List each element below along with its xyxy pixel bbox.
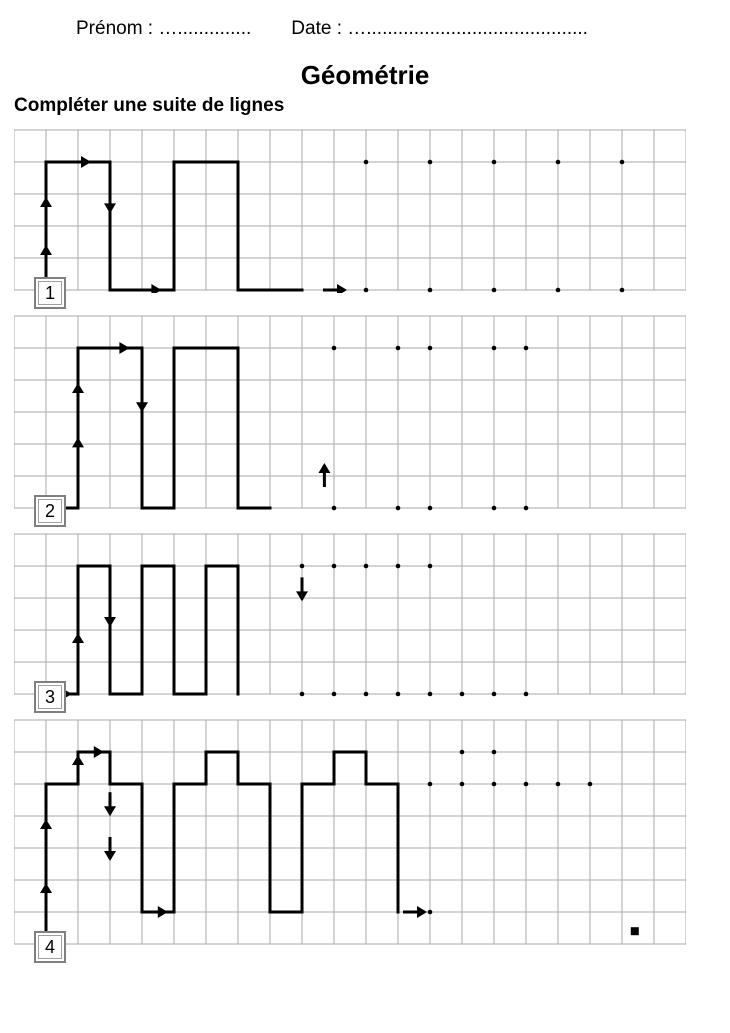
exercise-row: 2: [14, 313, 716, 511]
guide-dot: [332, 692, 337, 697]
direction-arrow-icon: [104, 792, 116, 816]
guide-dot: [428, 346, 433, 351]
exercise-row: 4: [14, 717, 716, 947]
direction-arrow-icon: [72, 633, 84, 657]
end-marker-icon: [631, 927, 639, 935]
exercise-row: 1: [14, 127, 716, 293]
direction-arrow-icon: [144, 906, 168, 918]
exercise-number: 2: [34, 495, 66, 527]
page-subtitle: Compléter une suite de lignes: [14, 95, 716, 117]
guide-dot: [428, 506, 433, 511]
guide-dot: [492, 160, 497, 165]
guide-dot: [556, 782, 561, 787]
guide-dot: [556, 160, 561, 165]
guide-dot: [428, 160, 433, 165]
guide-dot: [300, 692, 305, 697]
direction-arrow-icon: [72, 383, 84, 407]
guide-dot: [492, 346, 497, 351]
guide-dot: [460, 782, 465, 787]
exercise-row: 3: [14, 531, 716, 697]
direction-arrow-icon: [136, 388, 148, 412]
direction-arrow-icon: [72, 755, 84, 779]
guide-dot: [492, 750, 497, 755]
guide-dot: [428, 288, 433, 293]
guide-dot: [524, 346, 529, 351]
exercises-container: 1 2 3 4: [14, 127, 716, 947]
guide-dot: [332, 506, 337, 511]
direction-arrow-icon: [40, 819, 52, 843]
direction-arrow-icon: [40, 883, 52, 907]
exercise-grid: [14, 717, 686, 947]
direction-arrow-icon: [105, 342, 129, 354]
direction-arrow-icon: [67, 156, 91, 168]
guide-dot: [492, 782, 497, 787]
guide-dot: [364, 288, 369, 293]
guide-dot: [428, 910, 433, 915]
direction-arrow-icon: [40, 245, 52, 269]
pattern-path: [46, 348, 270, 508]
direction-arrow-icon: [72, 437, 84, 461]
guide-dot: [332, 564, 337, 569]
guide-dot: [364, 692, 369, 697]
guide-dot: [428, 564, 433, 569]
header-row: Prénom : ….............. Date : ….......…: [76, 18, 666, 40]
direction-arrow-icon: [40, 197, 52, 221]
guide-dot: [428, 692, 433, 697]
direction-arrow-icon: [104, 603, 116, 627]
guide-dot: [428, 782, 433, 787]
date-field[interactable]: Date : …................................…: [291, 18, 588, 40]
guide-dot: [364, 564, 369, 569]
direction-arrow-icon: [403, 906, 427, 918]
direction-arrow-icon: [104, 837, 116, 861]
exercise-grid: [14, 127, 686, 293]
direction-arrow-icon: [323, 284, 347, 293]
direction-arrow-icon: [137, 284, 161, 293]
guide-dot: [396, 506, 401, 511]
guide-dot: [396, 564, 401, 569]
page-title: Géométrie: [14, 60, 716, 91]
exercise-number: 1: [34, 277, 66, 309]
name-field[interactable]: Prénom : …..............: [76, 18, 251, 40]
direction-arrow-icon: [318, 463, 330, 487]
direction-arrow-icon: [80, 746, 104, 758]
guide-dot: [460, 692, 465, 697]
guide-dot: [364, 160, 369, 165]
guide-dot: [588, 782, 593, 787]
guide-dot: [396, 692, 401, 697]
guide-dot: [620, 160, 625, 165]
guide-dot: [396, 346, 401, 351]
exercise-number: 4: [34, 931, 66, 963]
guide-dot: [524, 692, 529, 697]
direction-arrow-icon: [104, 189, 116, 213]
guide-dot: [524, 506, 529, 511]
exercise-number: 3: [34, 681, 66, 713]
guide-dot: [524, 782, 529, 787]
exercise-grid: [14, 531, 686, 697]
exercise-grid: [14, 313, 686, 511]
guide-dot: [300, 564, 305, 569]
guide-dot: [620, 288, 625, 293]
guide-dot: [492, 692, 497, 697]
guide-dot: [460, 750, 465, 755]
guide-dot: [492, 506, 497, 511]
guide-dot: [556, 288, 561, 293]
guide-dot: [492, 288, 497, 293]
guide-dot: [332, 346, 337, 351]
